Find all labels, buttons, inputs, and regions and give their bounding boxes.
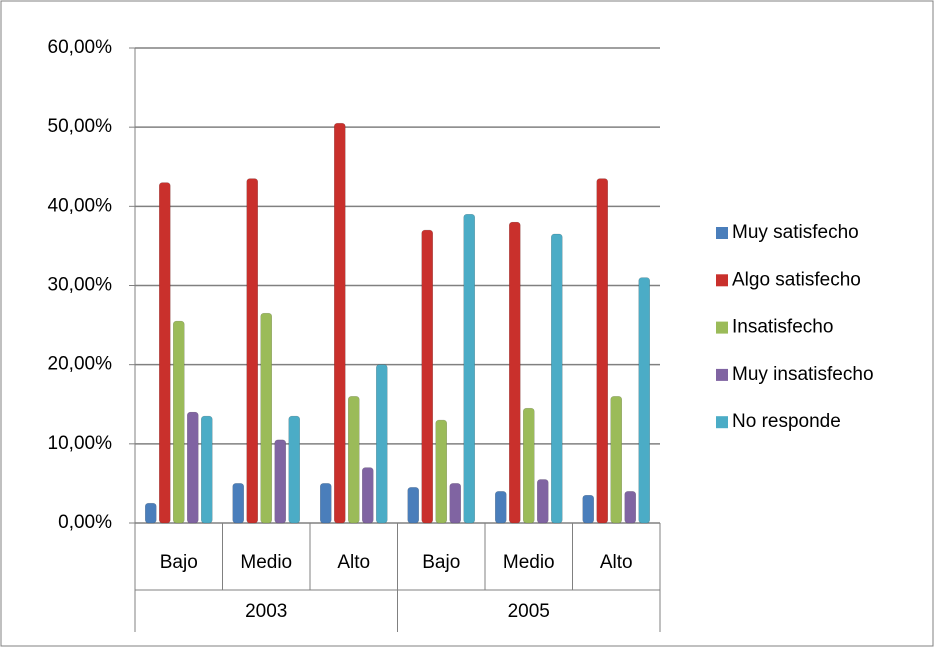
bar xyxy=(463,214,475,524)
bar xyxy=(187,411,199,524)
x-tick-label: Bajo xyxy=(422,552,460,573)
legend-swatch xyxy=(716,321,728,334)
bar xyxy=(159,182,171,524)
bar xyxy=(551,233,563,524)
x-tick-label: Medio xyxy=(503,552,555,573)
group-label: 2003 xyxy=(245,601,287,622)
bar xyxy=(407,487,419,524)
x-tick-label: Alto xyxy=(600,552,633,573)
legend-label: Muy satisfecho xyxy=(732,222,859,243)
bar xyxy=(274,439,286,524)
legend-label: No responde xyxy=(732,411,841,432)
y-tick-label: 10,00% xyxy=(48,433,113,454)
bar xyxy=(596,178,608,524)
legend-swatch xyxy=(716,416,728,429)
bar xyxy=(537,479,549,524)
bar xyxy=(288,415,300,524)
y-tick-label: 50,00% xyxy=(48,116,113,137)
bar xyxy=(509,221,521,524)
bar xyxy=(320,483,332,524)
bar xyxy=(435,419,447,524)
bar xyxy=(638,277,650,524)
bar xyxy=(610,396,622,524)
legend-label: Algo satisfecho xyxy=(732,269,861,290)
legend-label: Insatisfecho xyxy=(732,317,833,338)
y-tick-label: 40,00% xyxy=(48,195,113,216)
legend-swatch xyxy=(716,368,728,381)
y-tick-label: 30,00% xyxy=(48,275,113,296)
bar xyxy=(362,467,374,524)
y-tick-label: 0,00% xyxy=(58,512,112,533)
x-tick-label: Alto xyxy=(337,552,370,573)
legend-swatch xyxy=(716,227,728,239)
bar xyxy=(145,502,157,524)
legend-swatch xyxy=(716,274,728,287)
bar xyxy=(334,122,346,524)
bar xyxy=(449,483,461,524)
bar xyxy=(523,407,535,524)
group-label: 2005 xyxy=(508,601,550,622)
x-tick-label: Bajo xyxy=(160,552,198,573)
bar xyxy=(201,415,213,524)
bar xyxy=(348,396,360,524)
bar xyxy=(495,491,507,524)
bar xyxy=(582,495,594,524)
y-tick-label: 20,00% xyxy=(48,354,113,375)
bar xyxy=(232,483,244,524)
legend-label: Muy insatisfecho xyxy=(732,364,874,385)
bar xyxy=(260,312,272,524)
x-tick-label: Medio xyxy=(240,552,292,573)
bar xyxy=(376,364,388,524)
bar xyxy=(421,229,433,524)
bar xyxy=(173,320,185,524)
bar xyxy=(624,491,636,524)
bar xyxy=(246,178,258,524)
y-tick-label: 60,00% xyxy=(48,37,113,58)
